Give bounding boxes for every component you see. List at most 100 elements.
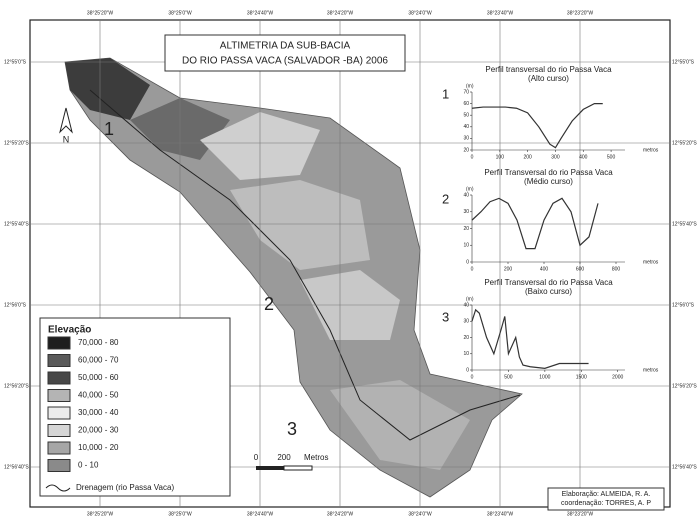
- graticule-label: 12°55'0"S: [4, 59, 27, 65]
- x-tick-label: 200: [504, 266, 513, 272]
- legend-label: Drenagem (rio Passa Vaca): [76, 483, 174, 492]
- graticule-label: 12°56'20"S: [4, 383, 29, 389]
- graticule-label: 38°25'20"W: [87, 10, 113, 16]
- legend-label: 60,000 - 70: [78, 356, 119, 365]
- y-tick-label: 10: [463, 243, 469, 249]
- profile-number: 1: [442, 86, 449, 101]
- graticule-label: 38°25'0"W: [168, 10, 192, 16]
- y-tick-label: 30: [463, 319, 469, 325]
- x-tick-label: 0: [471, 154, 474, 160]
- profile-subtitle: (Baixo curso): [525, 287, 572, 296]
- y-tick-label: 50: [463, 113, 469, 119]
- x-tick-label: 400: [579, 154, 588, 160]
- graticule-label: 38°24'0"W: [408, 10, 432, 16]
- legend-label: 0 - 10: [78, 461, 99, 470]
- legend-swatch: [48, 425, 70, 437]
- map-title: ALTIMETRIA DA SUB-BACIA: [220, 41, 351, 52]
- x-tick-label: 0: [471, 266, 474, 272]
- legend-label: 50,000 - 60: [78, 373, 119, 382]
- legend-swatch: [48, 337, 70, 349]
- graticule-label: 38°23'40"W: [487, 10, 513, 16]
- scale-label: Metros: [304, 453, 328, 462]
- graticule-label: 12°56'40"S: [4, 464, 29, 470]
- profile-subtitle: (Médio curso): [524, 177, 573, 186]
- legend-swatch: [48, 407, 70, 419]
- profile-title: Perfil Transversal do rio Passa Vaca: [484, 278, 613, 287]
- graticule-label: 38°24'20"W: [327, 10, 353, 16]
- x-tick-label: 200: [523, 154, 532, 160]
- profile-subtitle: (Alto curso): [528, 74, 569, 83]
- x-tick-label: 400: [540, 266, 549, 272]
- graticule-label: 12°56'0"S: [4, 302, 27, 308]
- graticule-label: 12°55'40"S: [672, 221, 697, 227]
- graticule-label: 38°24'20"W: [327, 511, 353, 517]
- x-tick-label: 500: [607, 154, 616, 160]
- north-label: N: [63, 134, 70, 144]
- y-tick-label: 20: [463, 147, 469, 153]
- legend-swatch: [48, 355, 70, 367]
- graticule-label: 12°56'0"S: [672, 302, 695, 308]
- y-tick-label: 40: [463, 302, 469, 308]
- legend-label: 40,000 - 50: [78, 391, 119, 400]
- map-marker: 3: [287, 419, 297, 439]
- x-axis-label: metros: [643, 147, 659, 153]
- graticule-label: 38°24'40"W: [247, 10, 273, 16]
- x-tick-label: 1500: [576, 374, 587, 380]
- map-marker: 1: [104, 119, 114, 139]
- scale-label: 0: [254, 453, 259, 462]
- y-tick-label: 0: [466, 367, 469, 373]
- x-tick-label: 800: [612, 266, 621, 272]
- profile-number: 3: [442, 309, 449, 324]
- scale-label: 200: [277, 453, 291, 462]
- graticule-label: 12°55'20"S: [672, 140, 697, 146]
- graticule-label: 12°56'40"S: [672, 464, 697, 470]
- legend-label: 20,000 - 30: [78, 426, 119, 435]
- profile-number: 2: [442, 191, 449, 206]
- graticule-label: 38°23'20"W: [567, 511, 593, 517]
- y-tick-label: 0: [466, 259, 469, 265]
- y-tick-label: 40: [463, 192, 469, 198]
- x-tick-label: 300: [551, 154, 560, 160]
- map-page: 38°25'20"W38°25'20"W38°25'0"W38°25'0"W38…: [0, 0, 699, 532]
- y-tick-label: 70: [463, 89, 469, 95]
- legend-label: 70,000 - 80: [78, 338, 119, 347]
- y-tick-label: 20: [463, 335, 469, 341]
- credit: Elaboração: ALMEIDA, R. A.: [562, 491, 651, 498]
- y-tick-label: 20: [463, 226, 469, 232]
- graticule-label: 38°24'0"W: [408, 511, 432, 517]
- x-tick-label: 500: [504, 374, 513, 380]
- graticule-label: 38°24'40"W: [247, 511, 273, 517]
- profile-title: Perfil transversal do rio Passa Vaca: [485, 65, 612, 74]
- graticule-label: 38°23'40"W: [487, 511, 513, 517]
- x-tick-label: 0: [471, 374, 474, 380]
- y-tick-label: 10: [463, 351, 469, 357]
- profile-title: Perfil Transversal do rio Passa Vaca: [484, 168, 613, 177]
- graticule-label: 12°56'20"S: [672, 383, 697, 389]
- x-tick-label: 2000: [612, 374, 623, 380]
- legend-swatch: [48, 390, 70, 402]
- legend-swatch: [48, 372, 70, 384]
- graticule-label: 38°25'20"W: [87, 511, 113, 517]
- graticule-label: 38°25'0"W: [168, 511, 192, 517]
- graticule-label: 12°55'40"S: [4, 221, 29, 227]
- graticule-label: 12°55'20"S: [4, 140, 29, 146]
- map-marker: 2: [264, 294, 274, 314]
- credit: coordenação: TORRES, A. P: [561, 500, 651, 507]
- legend-label: 30,000 - 40: [78, 408, 119, 417]
- y-tick-label: 30: [463, 209, 469, 215]
- x-axis-label: metros: [643, 259, 659, 265]
- y-tick-label: 40: [463, 124, 469, 130]
- legend-title: Elevação: [48, 325, 91, 336]
- x-tick-label: 100: [496, 154, 505, 160]
- x-tick-label: 1000: [539, 374, 550, 380]
- graticule-label: 12°55'0"S: [672, 59, 695, 65]
- map-title: DO RIO PASSA VACA (SALVADOR -BA) 2006: [182, 56, 388, 67]
- y-tick-label: 60: [463, 101, 469, 107]
- graticule-label: 38°23'20"W: [567, 10, 593, 16]
- y-tick-label: 30: [463, 136, 469, 142]
- legend-label: 10,000 - 20: [78, 443, 119, 452]
- legend-swatch: [48, 460, 70, 472]
- x-axis-label: metros: [643, 367, 659, 373]
- legend-swatch: [48, 442, 70, 454]
- x-tick-label: 600: [576, 266, 585, 272]
